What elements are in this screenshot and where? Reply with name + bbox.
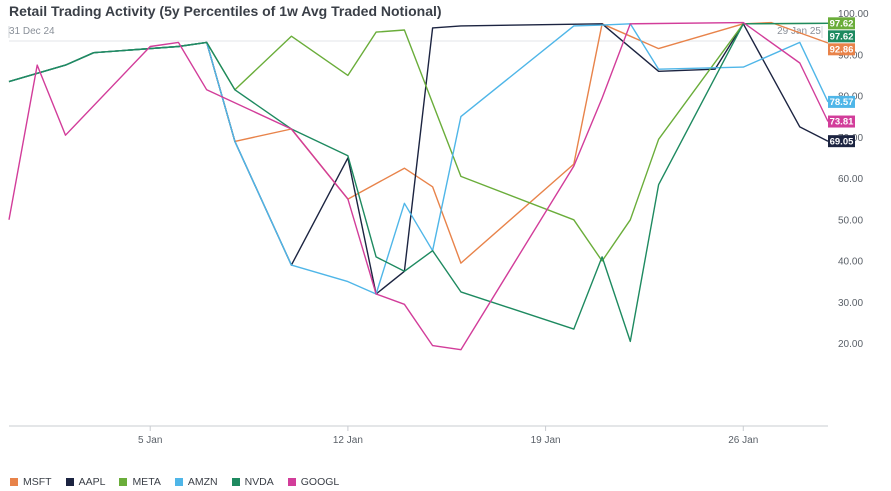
end-value-badge bbox=[828, 17, 855, 30]
end-value-label-googl: 73.81 bbox=[828, 115, 855, 128]
legend-swatch bbox=[174, 478, 183, 486]
y-tick-label: 40.00 bbox=[838, 257, 863, 268]
line-chart: 5 Jan 12 Jan 19 Jan 26 Jan 20.00 30.00 40.00 50… bbox=[8, 9, 869, 446]
end-value-label-aapl: 69.05 bbox=[828, 135, 855, 147]
end-value-badge bbox=[828, 30, 855, 43]
legend-label: GOOGL bbox=[300, 476, 340, 488]
legend-swatch bbox=[287, 478, 296, 486]
y-tick-label: 50.00 bbox=[838, 215, 863, 226]
end-value-text: 97.62 bbox=[830, 32, 854, 43]
legend-swatch bbox=[119, 478, 128, 486]
series-line-nvda bbox=[8, 22, 829, 343]
y-tick-label: 100.00 bbox=[838, 9, 869, 20]
legend-swatch bbox=[65, 478, 74, 486]
x-tick-label: 19 Jan bbox=[531, 435, 561, 446]
legend-item-meta[interactable]: META bbox=[119, 476, 161, 488]
end-value-badge bbox=[828, 135, 855, 148]
legend-label: AMZN bbox=[187, 476, 218, 488]
legend-item-msft[interactable]: MSFT bbox=[10, 476, 52, 488]
legend-item-nvda[interactable]: NVDA bbox=[231, 476, 274, 488]
legend-item-aapl[interactable]: AAPL bbox=[65, 476, 106, 488]
end-value-label-meta: 97.62 bbox=[828, 17, 855, 30]
legend-swatch bbox=[231, 478, 240, 486]
series-line-amzn bbox=[8, 23, 829, 295]
range-start-label: 31 Dec 24 bbox=[9, 26, 55, 37]
legend-label: NVDA bbox=[244, 476, 274, 488]
end-value-text: 73.81 bbox=[830, 117, 854, 128]
end-value-badge bbox=[828, 95, 855, 108]
end-value-text: 97.62 bbox=[830, 19, 854, 30]
y-tick-label: 60.00 bbox=[838, 174, 863, 185]
end-value-badge bbox=[828, 115, 855, 128]
x-tick-label: 5 Jan bbox=[138, 435, 162, 446]
series-line-meta bbox=[8, 22, 829, 262]
legend-item-amzn[interactable]: AMZN bbox=[174, 476, 218, 488]
end-value-text: 69.05 bbox=[830, 136, 854, 147]
x-tick-label: 26 Jan bbox=[728, 435, 758, 446]
y-tick-label: 30.00 bbox=[838, 298, 863, 309]
chart-title: Retail Trading Activity (5y Percentiles … bbox=[9, 3, 442, 19]
legend-label: MSFT bbox=[23, 476, 52, 488]
end-value-label-msft: 92.86 bbox=[828, 43, 855, 56]
x-tick-label: 12 Jan bbox=[333, 435, 363, 446]
chart-legend: MSFT AAPL META AMZN NVDA GOOGL bbox=[10, 476, 353, 488]
legend-item-googl[interactable]: GOOGL bbox=[287, 476, 340, 488]
legend-swatch bbox=[10, 478, 18, 486]
end-value-badge bbox=[828, 43, 855, 56]
end-value-label-amzn: 78.57 bbox=[828, 95, 855, 108]
legend-label: META bbox=[132, 476, 161, 488]
end-value-text: 78.57 bbox=[830, 97, 854, 108]
series-line-googl bbox=[8, 21, 829, 351]
end-value-label-nvda: 97.62 bbox=[828, 30, 855, 43]
range-end-label: 29 Jan 25 bbox=[777, 26, 821, 37]
legend-label: AAPL bbox=[78, 476, 106, 488]
y-tick-label: 90.00 bbox=[838, 50, 863, 61]
series-line-aapl bbox=[8, 23, 829, 295]
end-value-text: 92.86 bbox=[830, 45, 854, 56]
y-tick-label: 20.00 bbox=[838, 339, 863, 350]
